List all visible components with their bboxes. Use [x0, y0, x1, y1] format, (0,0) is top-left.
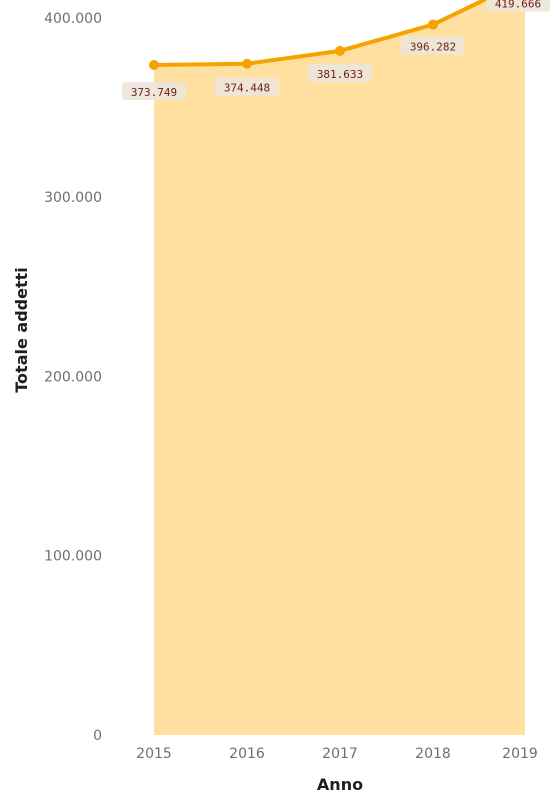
y-tick-label: 400.000 [44, 11, 102, 27]
data-label-group: 419.666 [486, 0, 550, 12]
x-tick-label: 2016 [229, 746, 265, 762]
y-tick-label: 300.000 [44, 190, 102, 206]
data-label: 419.666 [495, 0, 541, 11]
area-layer [154, 0, 525, 735]
data-label-bg [401, 36, 465, 55]
x-tick-labels: 2015 2016 2017 2018 2019 [136, 746, 538, 762]
x-tick-label: 2015 [136, 746, 172, 762]
data-label-group: 373.749 [122, 81, 186, 100]
x-axis-title: Anno [317, 775, 363, 793]
y-tick-label: 200.000 [44, 369, 102, 385]
data-label-group: 381.633 [308, 63, 372, 82]
data-label-bg [122, 81, 186, 100]
data-label-bg [486, 0, 550, 12]
data-label-group: 396.282 [401, 36, 465, 55]
y-tick-label: 100.000 [44, 549, 102, 565]
data-label-group: 374.448 [215, 77, 279, 96]
data-label-bg [308, 63, 372, 82]
line-layer [149, 0, 489, 70]
data-label-bg [215, 77, 279, 96]
area-fill [154, 0, 525, 735]
data-label: 381.633 [317, 68, 363, 81]
data-label: 374.448 [224, 82, 270, 95]
y-tick-labels: 0 100.000 200.000 300.000 400.000 [44, 11, 102, 744]
x-tick-label: 2019 [502, 746, 538, 762]
x-tick-label: 2018 [415, 746, 451, 762]
x-tick-label: 2017 [322, 746, 358, 762]
data-point[interactable] [242, 58, 252, 69]
data-point[interactable] [149, 59, 159, 70]
data-labels: 373.749 374.448 381.633 396.282 419.666 [122, 0, 550, 100]
data-point[interactable] [428, 19, 438, 30]
y-tick-label: 0 [93, 728, 102, 744]
data-label: 396.282 [410, 41, 456, 54]
data-point[interactable] [335, 45, 345, 56]
y-axis-title: Totale addetti [12, 267, 31, 392]
data-label: 373.749 [131, 86, 177, 99]
